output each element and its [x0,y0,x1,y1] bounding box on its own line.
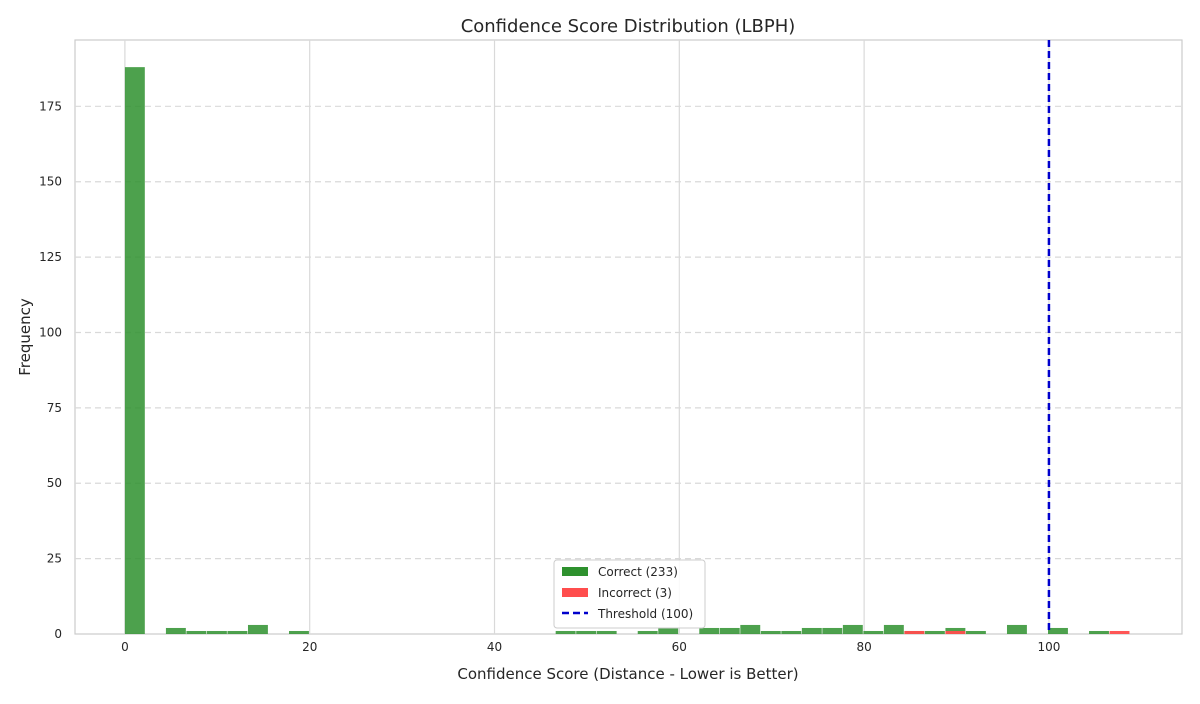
bar-correct [227,630,248,634]
bar-correct [596,630,617,634]
bar-correct [801,627,822,634]
bar-correct [760,630,781,634]
y-tick-label: 100 [39,325,62,339]
x-tick-label: 20 [302,640,317,654]
y-tick-label: 175 [39,99,62,113]
y-axis-title: Frequency [16,298,34,376]
y-tick-label: 0 [54,627,62,641]
bar-incorrect [945,630,966,634]
legend-correct-label: Correct (233) [598,565,678,579]
bar-correct [658,627,679,634]
plot-frame [74,39,1183,635]
y-tick-label: 125 [39,250,62,264]
y-tick-label: 25 [47,552,62,566]
bar-correct [863,630,884,634]
y-tick-label: 75 [47,401,62,415]
x-axis-title: Confidence Score (Distance - Lower is Be… [457,665,798,683]
ticks-layer: 0 20 40 60 80 100 0 25 50 75 100 125 150 175 [39,99,1060,654]
bar-correct [289,630,309,634]
bar-correct [842,624,863,634]
x-tick-label: 100 [1037,640,1060,654]
bar-correct [965,630,986,634]
bar-correct [206,630,227,634]
bar-correct [924,630,945,634]
bar-correct [1048,627,1068,634]
bars-layer [124,67,1130,634]
x-tick-label: 60 [672,640,687,654]
bar-correct [247,624,268,634]
bar-correct [165,627,186,634]
legend-incorrect-swatch [562,588,588,597]
bar-correct [186,630,207,634]
legend-correct-swatch [562,567,588,576]
bar-correct [555,630,576,634]
bar-correct [781,630,802,634]
bar-correct [1089,630,1109,634]
x-tick-label: 0 [121,640,129,654]
chart-title: Confidence Score Distribution (LBPH) [461,16,796,37]
legend-box [553,559,706,629]
bar-correct [576,630,597,634]
bar-incorrect [1109,630,1130,634]
bar-correct [1006,624,1027,634]
legend: Correct (233) Incorrect (3) Threshold (1… [553,559,706,629]
bar-correct [822,627,843,634]
y-tick-label: 50 [47,476,62,490]
legend-threshold-label: Threshold (100) [597,607,693,621]
y-tick-label: 150 [39,175,62,189]
bar-correct [883,624,904,634]
legend-incorrect-label: Incorrect (3) [598,586,672,600]
bar-correct [740,624,761,634]
bar-correct [124,67,145,634]
bar-incorrect [904,630,925,634]
bar-correct [637,630,658,634]
bar-correct [699,627,720,634]
x-tick-label: 80 [856,640,871,654]
bar-correct [719,627,740,634]
x-tick-label: 40 [487,640,502,654]
